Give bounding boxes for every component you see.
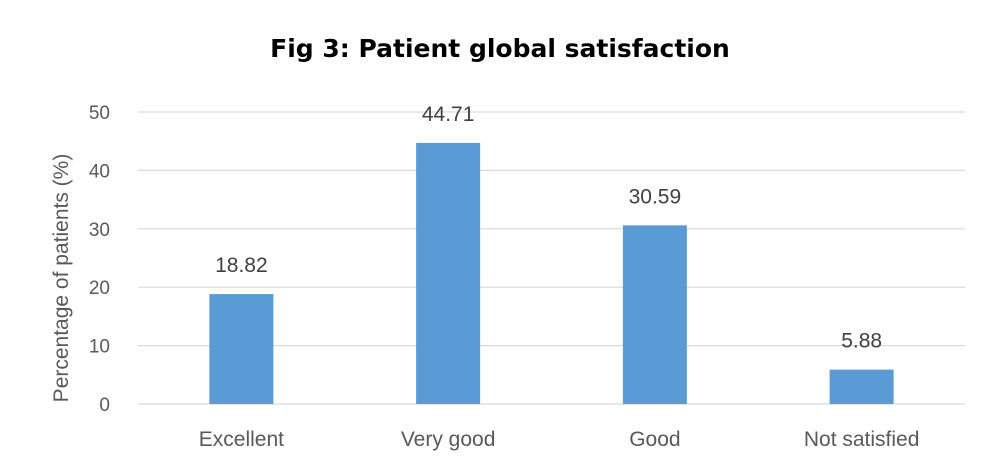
gridlines <box>138 111 965 405</box>
bar <box>209 294 274 404</box>
y-axis-ticks: 0 10 20 30 40 50 <box>89 103 110 416</box>
x-axis-categories: Excellent Very good Good Not satisfied <box>199 428 920 451</box>
y-axis-title: Percentage of patients (%) <box>50 154 73 403</box>
bar <box>416 142 481 404</box>
y-tick-label: 40 <box>89 161 110 182</box>
y-tick-label: 30 <box>89 220 110 241</box>
data-label: 18.82 <box>215 254 268 277</box>
x-category-label: Not satisfied <box>804 428 920 451</box>
data-label: 44.71 <box>422 103 475 126</box>
y-tick-label: 10 <box>89 337 110 358</box>
bars <box>209 142 894 404</box>
y-tick-label: 50 <box>89 103 110 124</box>
chart-title: Fig 3: Patient global satisfaction <box>270 34 730 63</box>
x-category-label: Good <box>629 428 680 451</box>
bar <box>829 369 894 404</box>
x-category-label: Excellent <box>199 428 284 451</box>
data-label: 5.88 <box>841 330 882 353</box>
y-tick-label: 20 <box>89 278 110 299</box>
data-labels: 18.82 44.71 30.59 5.88 <box>215 103 882 353</box>
y-tick-label: 0 <box>99 395 110 416</box>
data-label: 30.59 <box>629 185 682 208</box>
x-category-label: Very good <box>401 428 496 451</box>
bar <box>622 225 687 404</box>
